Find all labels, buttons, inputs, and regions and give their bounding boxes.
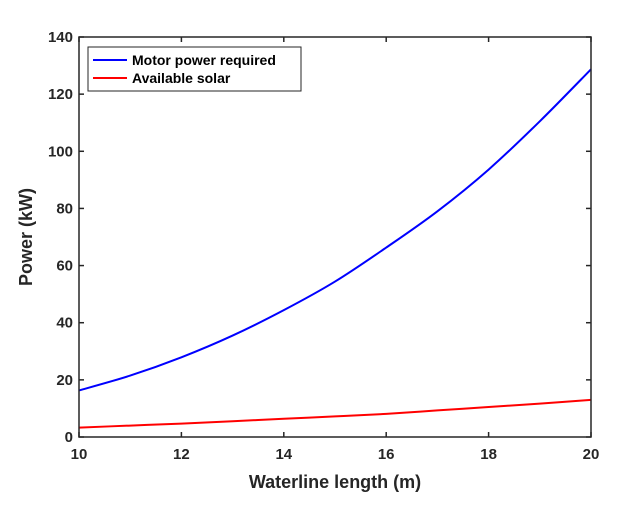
x-tick-label: 20 [583,446,600,463]
x-axis-label: Waterline length (m) [249,472,421,492]
legend-label-solar: Available solar [132,70,231,86]
y-tick-label: 0 [65,429,73,446]
y-tick-label: 60 [56,258,73,275]
x-tick-label: 14 [275,446,292,463]
y-tick-label: 20 [56,372,73,389]
y-axis-label: Power (kW) [16,188,36,286]
y-tick-label: 100 [48,143,73,160]
series-line-available-solar [78,398,592,429]
y-tick-label: 80 [56,200,73,217]
x-tick-label: 12 [173,446,190,463]
y-tick-label: 140 [48,29,73,46]
x-tick-label: 16 [378,446,395,463]
y-tick-label: 120 [48,86,73,103]
legend-label-motor: Motor power required [132,52,276,68]
legend: Motor power required Available solar [87,46,302,92]
x-tick-label: 10 [71,446,88,463]
series-line-motor-power [78,68,592,392]
y-tick-label: 40 [56,315,73,332]
x-tick-label: 18 [480,446,497,463]
legend-box [87,46,302,92]
plot-area-frame [78,36,592,438]
